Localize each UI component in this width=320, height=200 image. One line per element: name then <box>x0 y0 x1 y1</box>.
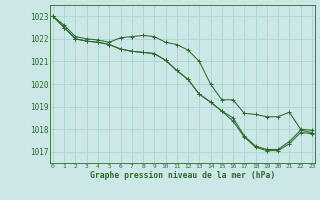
X-axis label: Graphe pression niveau de la mer (hPa): Graphe pression niveau de la mer (hPa) <box>90 171 275 180</box>
